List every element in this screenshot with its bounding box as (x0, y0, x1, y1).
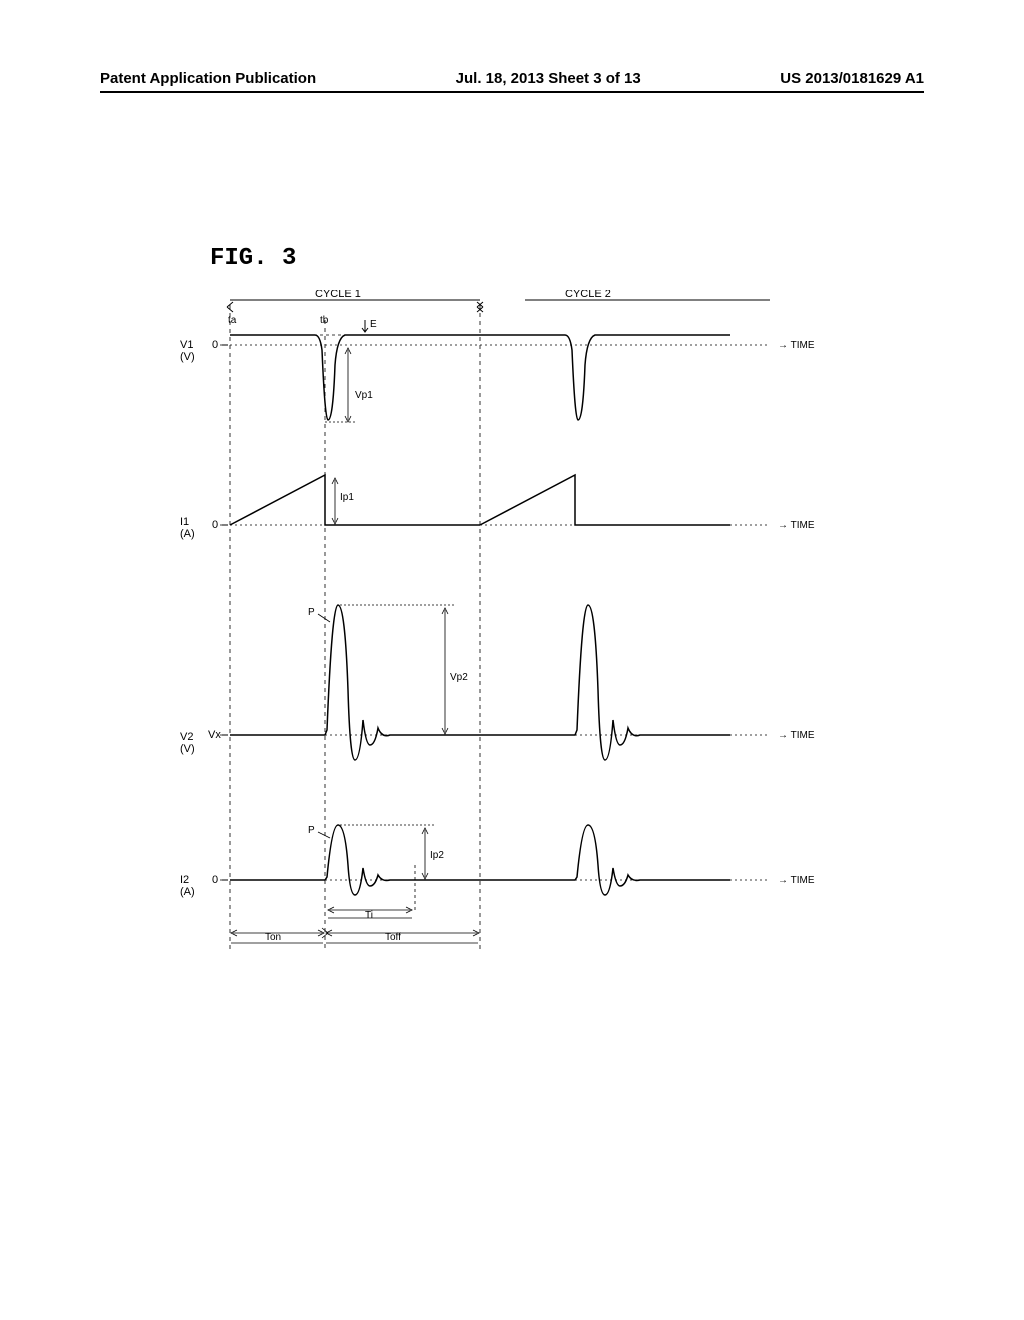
figure-label: FIG. 3 (210, 245, 296, 272)
i2-curve-c2 (480, 825, 730, 895)
v2-curve-c1 (230, 605, 480, 760)
cycle1-label: CYCLE 1 (315, 290, 361, 300)
ip2-label: Ip2 (430, 850, 444, 861)
e-label: E (370, 319, 377, 330)
i1-axis-label: I1 (180, 516, 189, 528)
header-right: US 2013/0181629 A1 (780, 70, 924, 87)
e-arrow (362, 320, 368, 332)
v1-curve-c2 (490, 335, 730, 420)
vp2-arrow (442, 608, 448, 734)
v2-axis-unit: (V) (180, 743, 195, 755)
header-rule (100, 91, 924, 93)
v2-axis-label: V2 (180, 731, 193, 743)
i1-zero: 0 (212, 519, 218, 531)
i1-curve-c2 (480, 475, 730, 525)
ta-label: ta (228, 315, 237, 326)
ip2-arrow (422, 828, 428, 879)
v1-axis-label: V1 (180, 339, 193, 351)
i2-p-pointer (318, 832, 330, 838)
i2-time-label: → TIME (778, 875, 815, 886)
page-header: Patent Application Publication Jul. 18, … (0, 70, 1024, 93)
toff-label: Toff (385, 932, 401, 943)
v2-curve-c2 (480, 605, 730, 760)
ip1-arrow (332, 478, 338, 524)
vp1-label: Vp1 (355, 390, 373, 401)
diagram-svg: CYCLE 1 CYCLE 2 ta tb E V1 (V) 0 → TIME … (170, 290, 870, 990)
v1-axis-unit: (V) (180, 351, 195, 363)
ton-label: Ton (265, 932, 281, 943)
v2-p-label: P (308, 607, 315, 618)
v1-time-label: → TIME (778, 340, 815, 351)
cycle2-label: CYCLE 2 (565, 290, 611, 300)
i2-axis-label: I2 (180, 874, 189, 886)
timing-diagram: CYCLE 1 CYCLE 2 ta tb E V1 (V) 0 → TIME … (170, 290, 870, 990)
v1-zero: 0 (212, 339, 218, 351)
vp2-label: Vp2 (450, 672, 468, 683)
vp1-arrow (345, 348, 351, 422)
tb-label: tb (320, 315, 329, 326)
header-center: Jul. 18, 2013 Sheet 3 of 13 (456, 70, 641, 87)
i1-time-label: → TIME (778, 520, 815, 531)
ti-label: Ti (365, 910, 373, 921)
i2-zero: 0 (212, 874, 218, 886)
v2-p-pointer (318, 614, 330, 622)
v2-time-label: → TIME (778, 730, 815, 741)
vx-label: Vx (208, 729, 221, 741)
header-left: Patent Application Publication (100, 70, 316, 87)
i1-axis-unit: (A) (180, 528, 195, 540)
ip1-label: Ip1 (340, 492, 354, 503)
i2-p-label: P (308, 825, 315, 836)
i1-curve-c1 (230, 475, 480, 525)
toff-arrow (326, 930, 479, 936)
v1-curve-c1 (230, 335, 490, 420)
i2-axis-unit: (A) (180, 886, 195, 898)
